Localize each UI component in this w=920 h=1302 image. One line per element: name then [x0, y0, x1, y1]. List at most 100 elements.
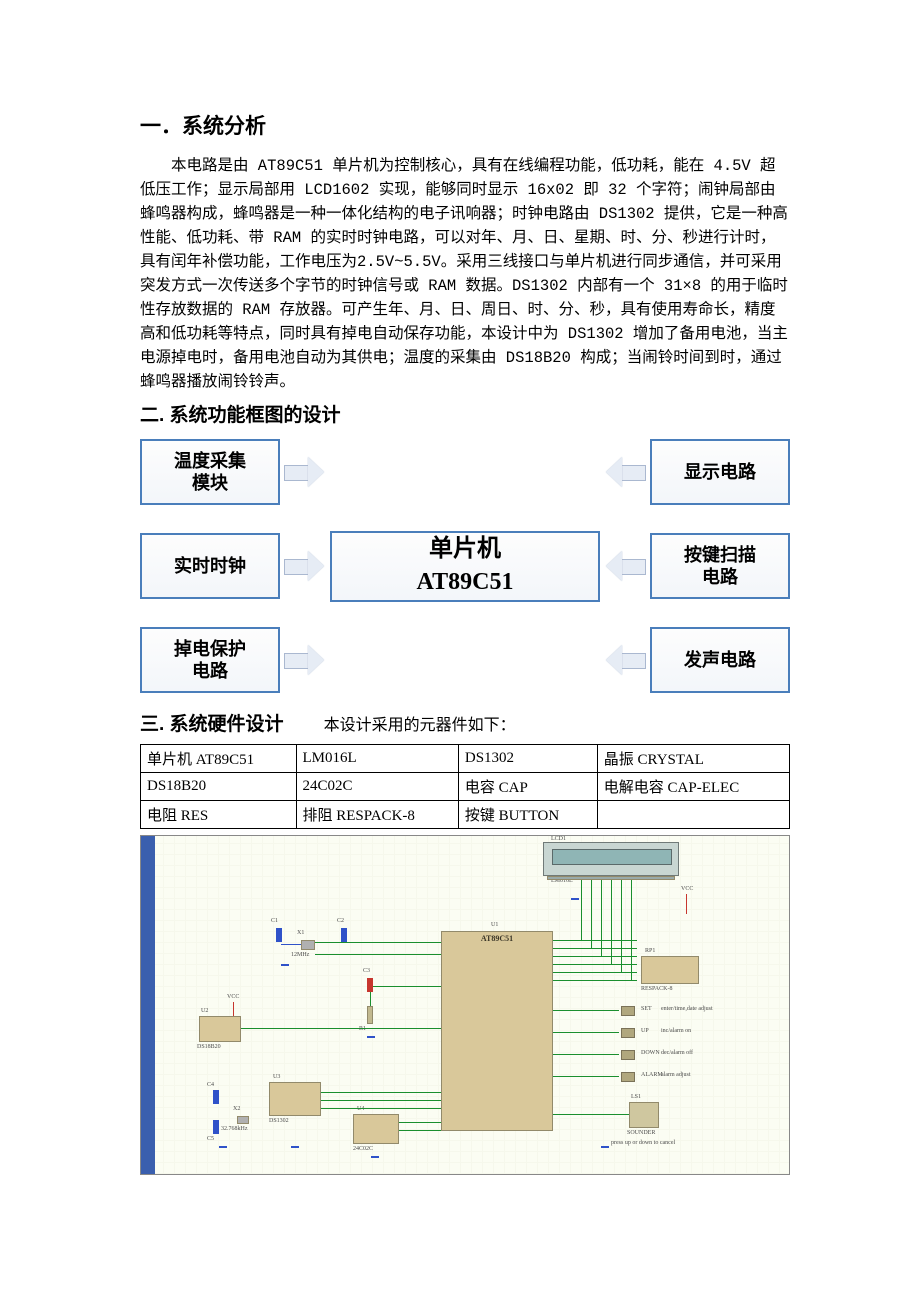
wire	[611, 880, 612, 964]
gnd	[601, 1146, 609, 1152]
wire	[553, 972, 637, 973]
gnd	[367, 1036, 375, 1042]
wire	[553, 980, 637, 981]
wire	[315, 942, 441, 943]
mcu-chip: AT89C51	[441, 931, 553, 1131]
cap-c3	[367, 978, 373, 992]
wire	[315, 954, 441, 955]
cap-c5	[213, 1120, 219, 1134]
wire	[241, 1028, 441, 1029]
mcu-part: AT89C51	[444, 934, 550, 943]
arrow-l1	[280, 551, 330, 581]
ds1302-ref: U3	[273, 1074, 280, 1080]
respack-ref: RP1	[645, 948, 655, 954]
gnd	[371, 1156, 379, 1162]
bd-left-0: 温度采集模块	[140, 439, 280, 505]
x2-val: 32.768kHz	[221, 1126, 248, 1132]
gnd	[219, 1146, 227, 1152]
cell: 排阻 RESPACK-8	[296, 801, 458, 829]
x1-val: 12MHz	[291, 952, 309, 958]
button-down	[621, 1050, 635, 1060]
wire	[373, 986, 441, 987]
lcd-module	[543, 842, 679, 876]
vcc-lbl2: VCC	[227, 994, 239, 1000]
section3-title: 三. 系统硬件设计	[140, 709, 284, 736]
bd-center: 单片机AT89C51	[330, 531, 600, 602]
respack-part: RESPACK-8	[641, 986, 672, 992]
ds18b20	[199, 1016, 241, 1042]
cell	[597, 801, 789, 829]
wire	[553, 948, 637, 949]
cell: DS1302	[458, 745, 597, 773]
c1-ref: C1	[271, 918, 278, 924]
ds1302-part: DS1302	[269, 1118, 289, 1124]
c3-ref: C3	[363, 968, 370, 974]
cell: 按键 BUTTON	[458, 801, 597, 829]
cell: 电容 CAP	[458, 773, 597, 801]
schematic-diagram: LCD1 LM016L AT89C51 U1 RP1 RESPACK-8 U2 …	[140, 835, 790, 1175]
gnd	[571, 898, 579, 904]
crystal-x1	[301, 940, 315, 950]
wire	[553, 1054, 619, 1055]
arrow-l0	[280, 457, 330, 487]
btn-down-desc: dec/alarm off	[661, 1050, 693, 1056]
lcd-ref: LCD1	[551, 836, 566, 842]
wire	[553, 1076, 619, 1077]
wire	[370, 992, 371, 1006]
arrow-l2	[280, 645, 330, 675]
cell: 24C02C	[296, 773, 458, 801]
btn-up-lbl: UP	[641, 1028, 649, 1034]
btn-up-desc: inc/alarm on	[661, 1028, 691, 1034]
c2-ref: C2	[337, 918, 344, 924]
btn-set-desc: enter/time,date adjust	[661, 1006, 713, 1012]
eeprom-part: 24C02C	[353, 1146, 373, 1152]
arrow-r1	[600, 551, 650, 581]
x2-ref: X2	[233, 1106, 240, 1112]
block-diagram: 温度采集模块 单片机AT89C51 显示电路 实时时钟 按键扫描电路 掉电保护电…	[140, 433, 790, 699]
footer-note: press up or down to cancel	[611, 1140, 675, 1146]
cell: 电解电容 CAP-ELEC	[597, 773, 789, 801]
btn-set-lbl: SET	[641, 1006, 652, 1012]
c5-ref: C5	[207, 1136, 214, 1142]
button-up	[621, 1028, 635, 1038]
mcu-ref: U1	[491, 922, 498, 928]
wire	[321, 1100, 441, 1101]
ds18b20-ref: U2	[201, 1008, 208, 1014]
wire	[321, 1108, 441, 1109]
cell: LM016L	[296, 745, 458, 773]
gnd	[291, 1146, 299, 1152]
wire	[281, 944, 301, 945]
crystal-x2	[237, 1116, 249, 1124]
wire	[553, 964, 637, 965]
cell: 电阻 RES	[141, 801, 297, 829]
wire	[553, 956, 637, 957]
wire-vcc2	[233, 1002, 234, 1016]
eeprom	[353, 1114, 399, 1144]
bd-left-2: 掉电保护电路	[140, 627, 280, 693]
bd-right-2: 发声电路	[650, 627, 790, 693]
res-r1	[367, 1006, 373, 1024]
cap-c1	[276, 928, 282, 942]
arrow-r0	[600, 457, 650, 487]
btn-down-lbl: DOWN	[641, 1050, 660, 1056]
cell: 晶振 CRYSTAL	[597, 745, 789, 773]
ls1-part: SOUNDER	[627, 1130, 655, 1136]
c4-ref: C4	[207, 1082, 214, 1088]
wire	[553, 1032, 619, 1033]
ls1-ref: LS1	[631, 1094, 641, 1100]
wire	[399, 1130, 441, 1131]
wire	[631, 880, 632, 980]
gnd	[281, 964, 289, 970]
wire	[581, 880, 582, 940]
wire-vcc	[686, 894, 687, 914]
schematic-margin	[141, 836, 155, 1174]
x1-ref: X1	[297, 930, 304, 936]
cap-c2	[341, 928, 347, 942]
btn-alarm-desc: alarm adjust	[661, 1072, 691, 1078]
components-table: 单片机 AT89C51 LM016L DS1302 晶振 CRYSTAL DS1…	[140, 744, 790, 829]
arrow-r2	[600, 645, 650, 675]
wire	[399, 1122, 441, 1123]
ds18b20-part: DS18B20	[197, 1044, 221, 1050]
section3-subtitle: 本设计采用的元器件如下：	[324, 711, 516, 735]
ds1302	[269, 1082, 321, 1116]
